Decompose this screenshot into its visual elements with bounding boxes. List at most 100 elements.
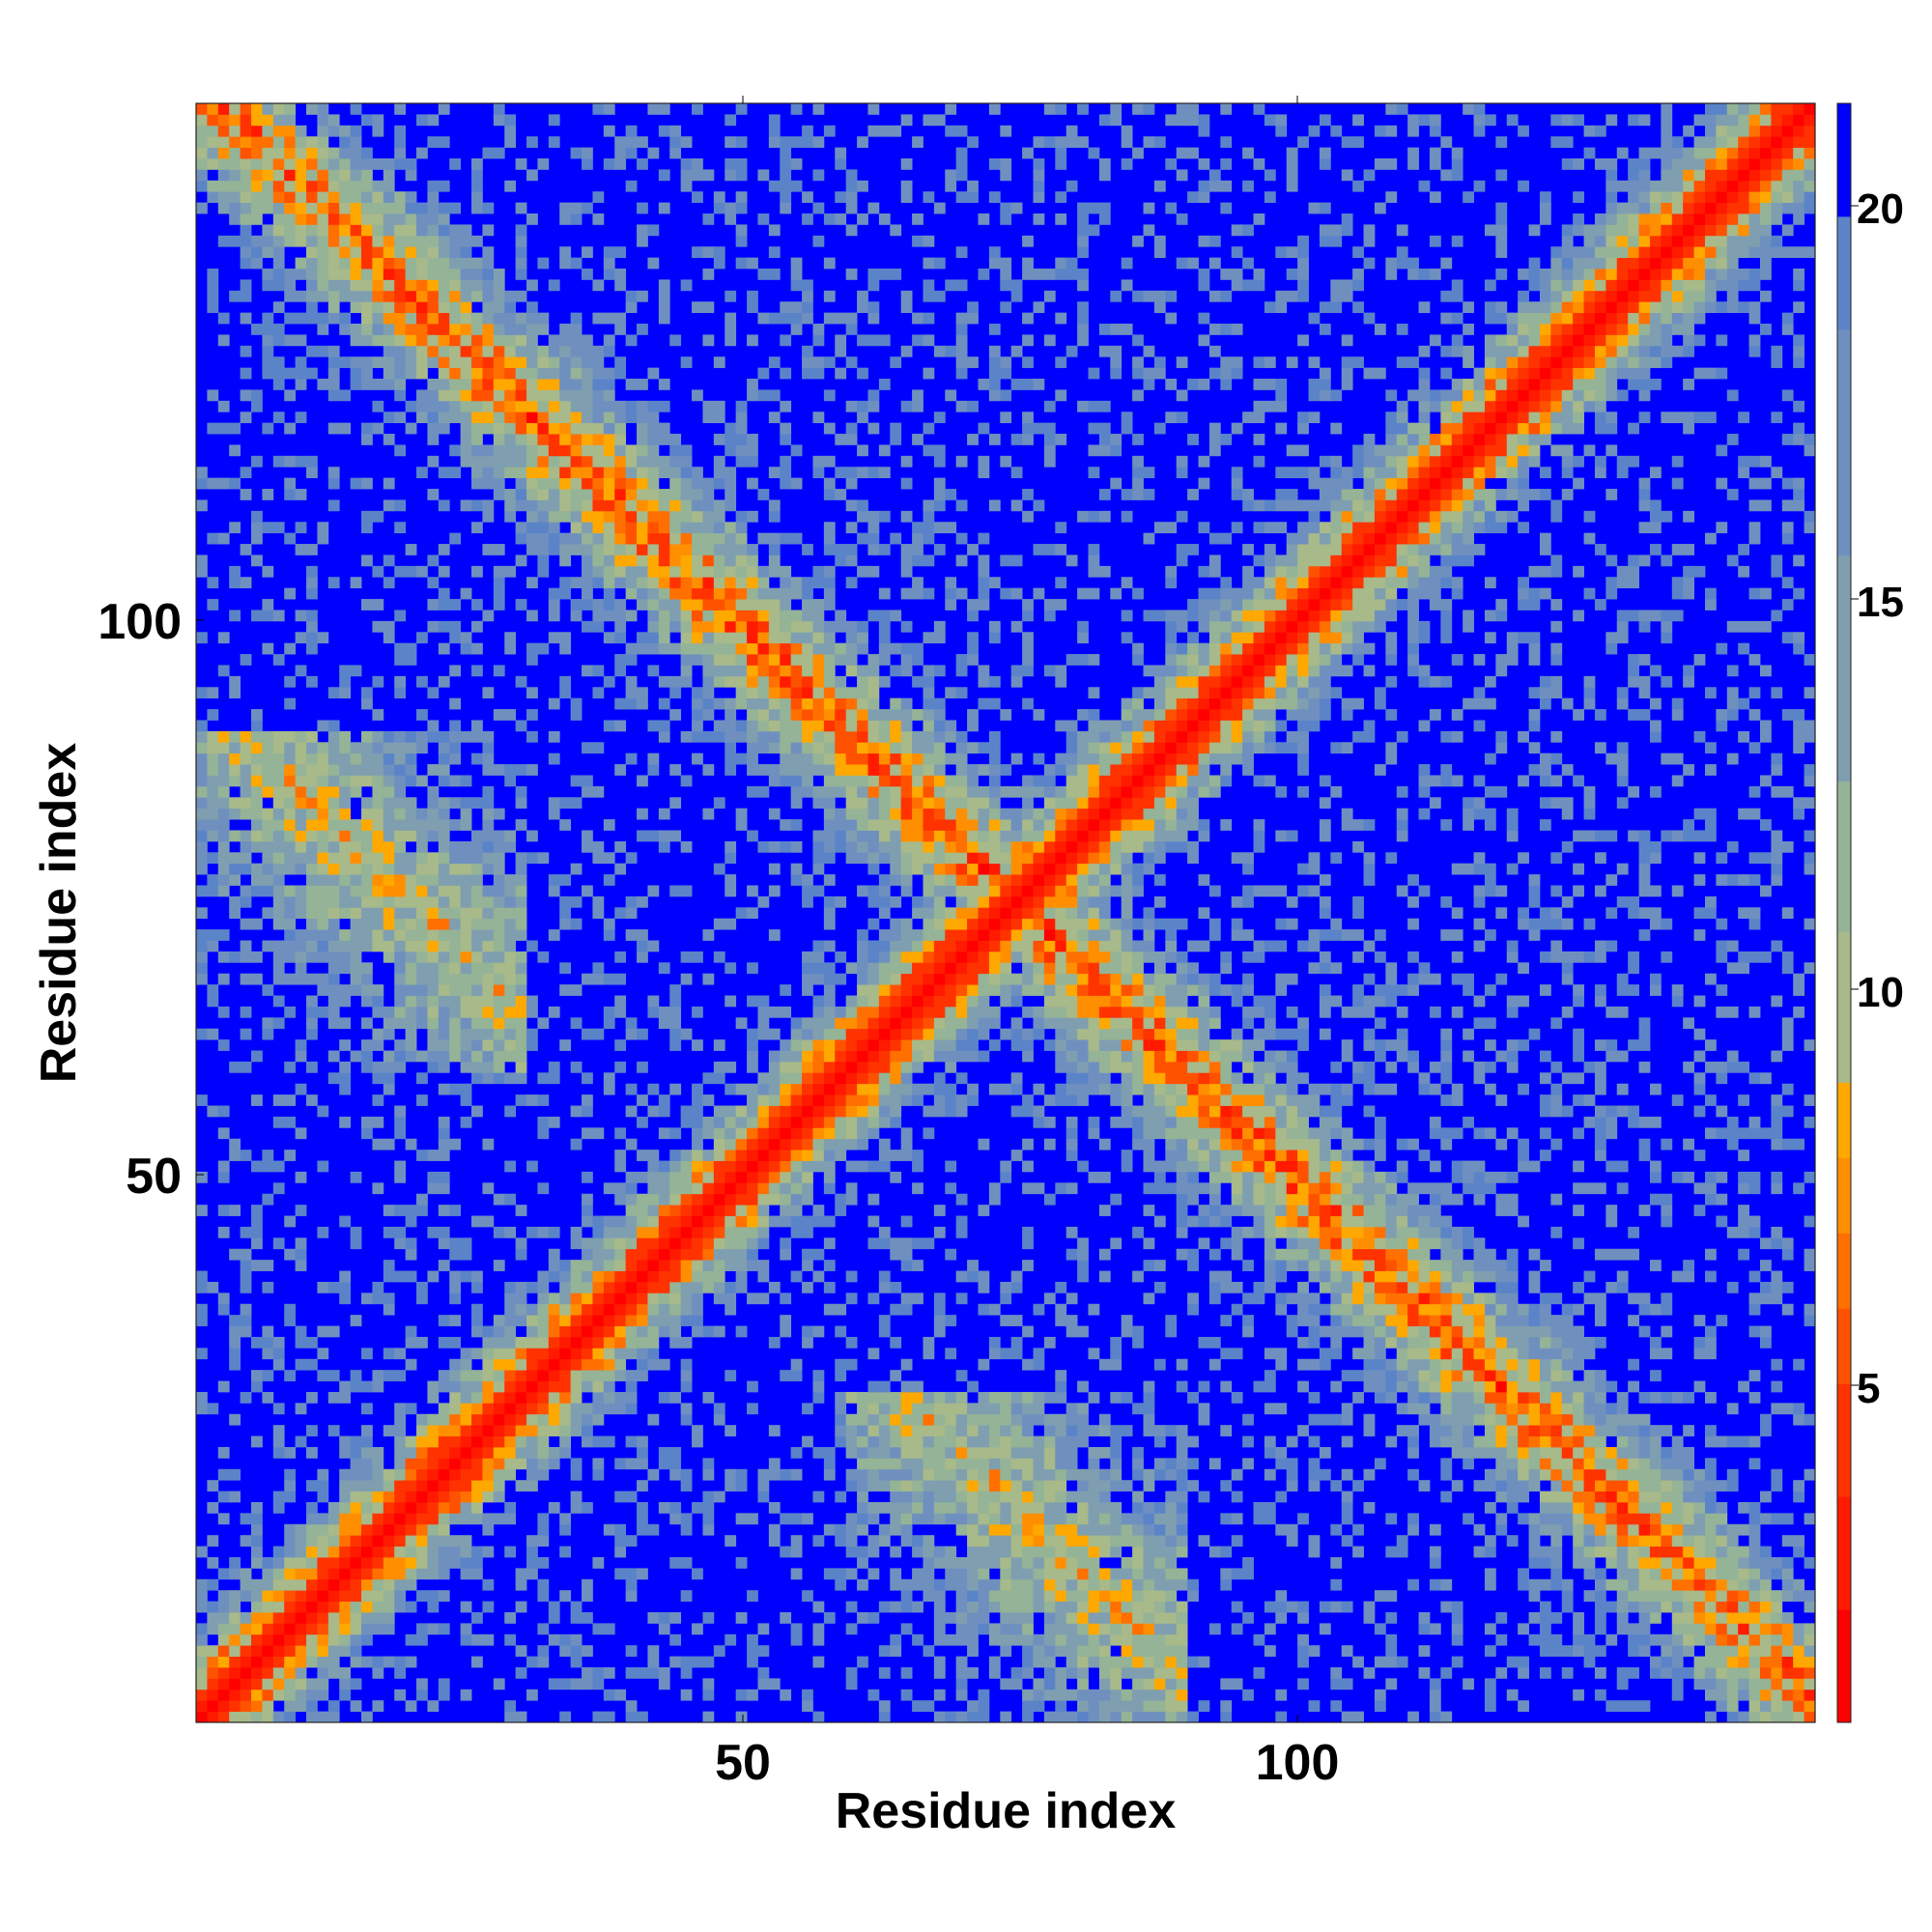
heatmap-cell xyxy=(493,1358,505,1371)
heatmap-cell xyxy=(900,1094,913,1106)
heatmap-cell xyxy=(724,290,737,302)
heatmap-cell xyxy=(306,1578,318,1591)
heatmap-cell xyxy=(405,1468,417,1481)
heatmap-cell xyxy=(548,587,560,600)
heatmap-cell xyxy=(658,554,670,567)
heatmap-cell xyxy=(394,1006,407,1018)
heatmap-cell xyxy=(405,895,417,908)
heatmap-cell xyxy=(857,929,868,941)
heatmap-cell xyxy=(526,577,538,589)
heatmap-cell xyxy=(890,1645,902,1657)
heatmap-cell xyxy=(724,720,737,732)
heatmap-cell xyxy=(537,356,550,369)
heatmap-cell xyxy=(790,1468,803,1481)
heatmap-cell xyxy=(867,973,880,985)
heatmap-cell xyxy=(350,213,362,225)
heatmap-cell xyxy=(482,1017,495,1030)
heatmap-cell xyxy=(471,1391,483,1404)
heatmap-cell xyxy=(272,840,285,853)
heatmap-cell xyxy=(405,742,417,754)
heatmap-cell xyxy=(680,180,693,192)
heatmap-cell xyxy=(471,1546,483,1558)
heatmap-cell xyxy=(196,1348,208,1360)
heatmap-cell xyxy=(835,489,847,500)
heatmap-cell xyxy=(317,1468,329,1481)
heatmap-cell xyxy=(372,775,384,787)
heatmap-cell xyxy=(460,455,472,468)
heatmap-cell xyxy=(339,1380,352,1393)
heatmap-cell xyxy=(570,1601,582,1613)
heatmap-cell xyxy=(768,1193,781,1206)
heatmap-cell xyxy=(548,367,560,380)
heatmap-cell xyxy=(526,730,538,743)
heatmap-cell xyxy=(272,324,285,335)
heatmap-cell xyxy=(757,577,770,589)
heatmap-cell xyxy=(724,1370,737,1381)
heatmap-cell xyxy=(680,1270,693,1283)
heatmap-cell xyxy=(537,1325,550,1338)
heatmap-cell xyxy=(217,1006,230,1018)
heatmap-cell xyxy=(812,1656,825,1668)
heatmap-cell xyxy=(295,269,307,280)
heatmap-cell xyxy=(438,202,450,214)
heatmap-cell xyxy=(900,1380,913,1393)
heatmap-cell xyxy=(327,213,340,225)
heatmap-cell xyxy=(823,709,836,721)
heatmap-cell xyxy=(867,422,880,435)
heatmap-cell xyxy=(493,1050,505,1063)
heatmap-cell xyxy=(240,279,252,292)
heatmap-cell xyxy=(912,235,923,247)
heatmap-cell xyxy=(625,1281,638,1293)
heatmap-cell xyxy=(460,797,472,810)
heatmap-cell xyxy=(240,1303,252,1316)
heatmap-cell xyxy=(658,379,670,390)
heatmap-cell xyxy=(394,367,407,380)
heatmap-cell xyxy=(196,940,208,952)
heatmap-cell xyxy=(780,565,792,578)
heatmap-cell xyxy=(350,1480,362,1492)
heatmap-cell xyxy=(614,434,627,445)
heatmap-cell xyxy=(812,565,825,578)
heatmap-cell xyxy=(361,1501,373,1514)
heatmap-cell xyxy=(537,1413,550,1426)
heatmap-cell xyxy=(747,687,758,699)
heatmap-cell xyxy=(724,422,737,435)
heatmap-cell xyxy=(251,1700,263,1712)
heatmap-cell xyxy=(747,1028,758,1040)
heatmap-cell xyxy=(570,544,582,555)
heatmap-cell xyxy=(504,764,517,776)
heatmap-cell xyxy=(537,565,550,578)
heatmap-cell xyxy=(658,1215,670,1228)
heatmap-cell xyxy=(493,269,505,280)
heatmap-cell xyxy=(900,840,913,853)
heatmap-cell xyxy=(251,1590,263,1602)
heatmap-cell xyxy=(526,1656,538,1668)
heatmap-cell xyxy=(790,1182,803,1195)
heatmap-cell xyxy=(625,1017,638,1030)
heatmap-cell xyxy=(339,995,352,1008)
heatmap-cell xyxy=(570,532,582,545)
heatmap-cell xyxy=(647,510,660,523)
heatmap-cell xyxy=(361,422,373,435)
heatmap-cell xyxy=(702,1237,715,1250)
heatmap-cell xyxy=(372,356,384,369)
heatmap-cell xyxy=(923,874,935,886)
heatmap-cell xyxy=(272,1358,285,1371)
heatmap-cell xyxy=(317,279,329,292)
heatmap-cell xyxy=(658,1248,670,1261)
heatmap-cell xyxy=(504,125,517,137)
heatmap-cell xyxy=(438,1171,450,1183)
heatmap-cell xyxy=(592,1281,605,1293)
heatmap-cell xyxy=(768,356,781,369)
heatmap-cell xyxy=(900,180,913,192)
heatmap-cell xyxy=(900,1083,913,1095)
heatmap-cell xyxy=(867,544,880,555)
heatmap-cell xyxy=(317,169,329,182)
heatmap-cell xyxy=(262,1611,274,1624)
heatmap-cell xyxy=(262,874,274,886)
heatmap-cell xyxy=(900,1458,913,1470)
heatmap-cell xyxy=(890,808,902,820)
heatmap-cell xyxy=(471,1370,483,1381)
heatmap-cell xyxy=(217,1645,230,1657)
heatmap-cell xyxy=(603,565,615,578)
